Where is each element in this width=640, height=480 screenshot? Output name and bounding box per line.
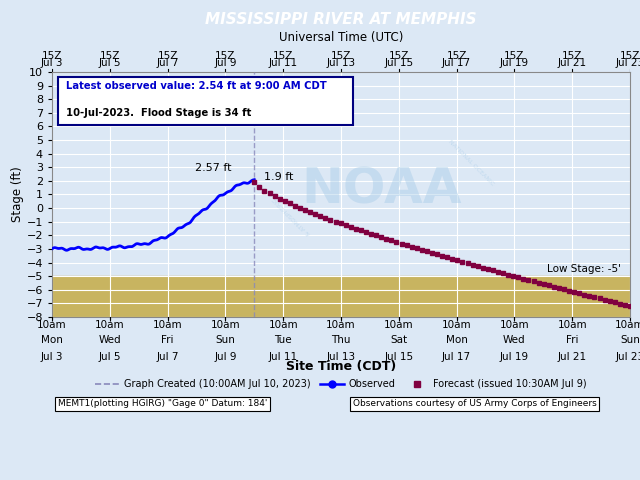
Y-axis label: Stage (ft): Stage (ft) bbox=[11, 167, 24, 222]
Legend: Graph Created (10:00AM Jul 10, 2023), Observed, Forecast (issued 10:30AM Jul 9): Graph Created (10:00AM Jul 10, 2023), Ob… bbox=[92, 375, 591, 393]
Text: 10-Jul-2023.  Flood Stage is 34 ft: 10-Jul-2023. Flood Stage is 34 ft bbox=[67, 108, 252, 118]
Text: 10am: 10am bbox=[557, 320, 587, 330]
Text: Sun: Sun bbox=[216, 336, 236, 346]
Text: Fri: Fri bbox=[566, 336, 579, 346]
Text: 2.57 ft: 2.57 ft bbox=[195, 163, 231, 173]
Text: Wed: Wed bbox=[503, 336, 525, 346]
Text: 10am: 10am bbox=[384, 320, 413, 330]
Text: Jul 23: Jul 23 bbox=[616, 58, 640, 68]
Text: NOAA: NOAA bbox=[301, 166, 461, 214]
Text: Sat: Sat bbox=[390, 336, 408, 346]
Text: 10am: 10am bbox=[268, 320, 298, 330]
Text: Jul 23: Jul 23 bbox=[616, 352, 640, 362]
Text: Jul 3: Jul 3 bbox=[41, 352, 63, 362]
Text: Jul 19: Jul 19 bbox=[500, 58, 529, 68]
Text: Jul 13: Jul 13 bbox=[326, 352, 356, 362]
Text: Jul 9: Jul 9 bbox=[214, 58, 237, 68]
Text: Jul 19: Jul 19 bbox=[500, 352, 529, 362]
Text: 10am: 10am bbox=[153, 320, 182, 330]
Text: 15Z: 15Z bbox=[42, 51, 62, 61]
Text: 10am: 10am bbox=[326, 320, 356, 330]
Text: 15Z: 15Z bbox=[562, 51, 582, 61]
Text: Sun: Sun bbox=[620, 336, 640, 346]
Text: Mon: Mon bbox=[445, 336, 468, 346]
Text: 15Z: 15Z bbox=[504, 51, 525, 61]
Text: Jul 13: Jul 13 bbox=[326, 58, 356, 68]
Text: 10am: 10am bbox=[615, 320, 640, 330]
Text: Universal Time (UTC): Universal Time (UTC) bbox=[279, 31, 403, 44]
Text: Site Time (CDT): Site Time (CDT) bbox=[286, 360, 396, 372]
Text: Jul 21: Jul 21 bbox=[557, 352, 587, 362]
Text: 15Z: 15Z bbox=[215, 51, 236, 61]
Text: Fri: Fri bbox=[161, 336, 174, 346]
Text: 15Z: 15Z bbox=[273, 51, 293, 61]
Text: & ATMOSPHERIC: & ATMOSPHERIC bbox=[271, 196, 312, 236]
Text: Latest observed value: 2.54 ft at 9:00 AM CDT: Latest observed value: 2.54 ft at 9:00 A… bbox=[67, 81, 327, 91]
Text: Jul 5: Jul 5 bbox=[99, 58, 121, 68]
Text: Mon: Mon bbox=[41, 336, 63, 346]
Text: MEMT1(plotting HGIRG) "Gage 0" Datum: 184': MEMT1(plotting HGIRG) "Gage 0" Datum: 18… bbox=[58, 399, 267, 408]
FancyBboxPatch shape bbox=[58, 77, 353, 125]
Text: Jul 15: Jul 15 bbox=[384, 352, 413, 362]
Text: 15Z: 15Z bbox=[331, 51, 351, 61]
Text: Jul 7: Jul 7 bbox=[156, 352, 179, 362]
Text: Jul 11: Jul 11 bbox=[269, 352, 298, 362]
Text: Jul 9: Jul 9 bbox=[214, 352, 237, 362]
Text: 10am: 10am bbox=[95, 320, 125, 330]
Text: 15Z: 15Z bbox=[620, 51, 640, 61]
Text: Jul 5: Jul 5 bbox=[99, 352, 121, 362]
Text: NATIONAL OCEANIC: NATIONAL OCEANIC bbox=[447, 139, 495, 187]
Text: 10am: 10am bbox=[500, 320, 529, 330]
Text: 15Z: 15Z bbox=[100, 51, 120, 61]
Text: Jul 21: Jul 21 bbox=[557, 58, 587, 68]
Text: 10am: 10am bbox=[442, 320, 472, 330]
Text: Jul 17: Jul 17 bbox=[442, 58, 471, 68]
Text: MISSISSIPPI RIVER AT MEMPHIS: MISSISSIPPI RIVER AT MEMPHIS bbox=[205, 12, 477, 26]
Text: Low Stage: -5': Low Stage: -5' bbox=[547, 264, 621, 274]
Text: Jul 3: Jul 3 bbox=[41, 58, 63, 68]
Text: Wed: Wed bbox=[99, 336, 121, 346]
Text: Jul 11: Jul 11 bbox=[269, 58, 298, 68]
Text: Observations courtesy of US Army Corps of Engineers: Observations courtesy of US Army Corps o… bbox=[353, 399, 596, 408]
Text: 10am: 10am bbox=[211, 320, 240, 330]
Bar bbox=[52, 276, 630, 317]
Text: 10am: 10am bbox=[37, 320, 67, 330]
Text: Jul 7: Jul 7 bbox=[156, 58, 179, 68]
Text: Jul 17: Jul 17 bbox=[442, 352, 471, 362]
Text: 15Z: 15Z bbox=[388, 51, 409, 61]
Text: 15Z: 15Z bbox=[447, 51, 467, 61]
Text: Thu: Thu bbox=[332, 336, 351, 346]
Text: Jul 15: Jul 15 bbox=[384, 58, 413, 68]
Text: 15Z: 15Z bbox=[157, 51, 178, 61]
Text: 1.9 ft: 1.9 ft bbox=[264, 172, 294, 182]
Text: Tue: Tue bbox=[275, 336, 292, 346]
